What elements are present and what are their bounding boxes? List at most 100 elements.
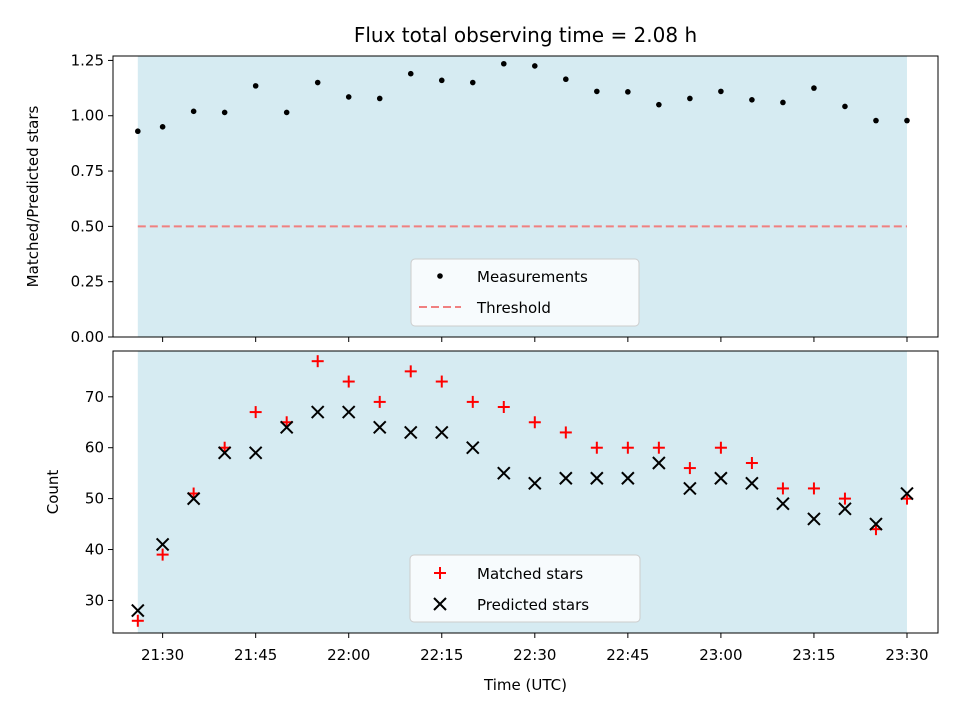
measurement-points	[135, 60, 910, 135]
top-x-ticks	[162, 337, 908, 342]
matched-star-point	[342, 375, 355, 388]
bottom-axes-frame	[112, 350, 939, 634]
matched-star-point	[497, 400, 510, 413]
y-tick-label: 1.25	[71, 51, 104, 69]
predicted-star-point	[838, 502, 852, 516]
y-tick-label: 0.25	[71, 273, 104, 291]
matched-star-point	[776, 482, 789, 495]
x-tick-label: 22:15	[420, 646, 463, 664]
bottom-legend: Matched stars Predicted stars	[409, 554, 641, 623]
measurement-point	[500, 60, 507, 67]
ratio-panel: 0.00 0.25 0.50 0.75 1.00 1.25 Flux total obse…	[24, 23, 939, 346]
predicted-star-point	[869, 517, 883, 531]
measurement-point	[625, 89, 631, 95]
measurement-point	[532, 63, 538, 69]
measurement-point	[345, 94, 352, 100]
predicted-star-point	[131, 603, 145, 618]
predicted-star-point	[528, 476, 542, 491]
y-tick-label: 1.00	[71, 107, 104, 125]
predicted-star-point	[466, 441, 480, 455]
predicted-star-point	[776, 497, 790, 511]
matched-star-point	[807, 482, 820, 495]
bottom-x-ticks: 21:30 21:45 22:00 22:15 22:30 22:45 23:00 23:15…	[141, 633, 929, 664]
measurement-point	[563, 76, 569, 83]
measurement-point	[135, 128, 141, 135]
matched-star-point	[559, 426, 572, 439]
x-tick-label: 23:15	[792, 646, 835, 664]
matched-star-point	[435, 375, 448, 388]
predicted-star-point	[900, 486, 914, 501]
legend-matched-stars: Matched stars	[477, 565, 583, 583]
measurement-point	[780, 99, 786, 106]
predicted-star-point	[745, 476, 759, 491]
predicted-star-point	[621, 471, 635, 485]
measurement-point	[749, 97, 755, 103]
top-y-axis-label: Matched/Predicted stars	[24, 106, 42, 288]
measurement-point	[283, 109, 290, 116]
legend-measurements: Measurements	[477, 268, 588, 286]
matched-star-point	[714, 441, 727, 454]
measurement-point	[407, 70, 414, 77]
measurement-point	[221, 109, 228, 116]
bottom-legend-box	[409, 554, 641, 623]
y-tick-label: 40	[85, 541, 104, 559]
predicted-star-point	[279, 420, 294, 435]
matched-star-point	[621, 441, 634, 454]
count-points	[131, 355, 914, 627]
measurement-point	[811, 85, 817, 91]
y-tick-label: 30	[85, 591, 104, 609]
y-tick-label: 0.00	[71, 328, 104, 346]
measurement-point	[159, 124, 166, 130]
predicted-star-point	[435, 425, 449, 440]
y-tick-label: 60	[85, 439, 104, 457]
matched-star-point	[131, 614, 144, 627]
predicted-star-point	[714, 471, 728, 485]
top-legend: Measurements Threshold	[410, 258, 640, 327]
bottom-y-ticks: 30 40 50 60 70	[85, 388, 113, 609]
top-chart-title: Flux total observing time = 2.08 h	[354, 23, 697, 47]
measurement-point	[718, 88, 724, 95]
x-tick-label: 22:45	[606, 646, 649, 664]
top-y-ticks: 0.00 0.25 0.50 0.75 1.00 1.25	[71, 51, 113, 346]
predicted-star-point	[404, 425, 418, 440]
matched-star-point	[528, 416, 541, 429]
y-tick-label: 0.75	[71, 162, 104, 180]
predicted-star-point	[186, 491, 201, 506]
x-tick-label: 22:00	[327, 646, 370, 664]
matched-star-point	[466, 395, 479, 408]
predicted-legend-marker	[433, 597, 447, 611]
legend-threshold: Threshold	[476, 299, 551, 317]
matched-star-point	[249, 406, 262, 419]
measurement-point	[656, 101, 662, 108]
predicted-star-point	[310, 405, 325, 419]
x-tick-label: 23:30	[885, 646, 928, 664]
x-tick-label: 22:30	[513, 646, 556, 664]
measurement-point	[469, 79, 476, 86]
matched-star-point	[311, 355, 324, 368]
predicted-star-point	[248, 446, 263, 460]
matched-star-point	[745, 456, 758, 469]
x-tick-label: 21:45	[234, 646, 277, 664]
measurement-point	[873, 117, 879, 124]
top-axes-frame	[112, 55, 939, 338]
y-tick-label: 0.50	[71, 217, 104, 235]
bottom-y-axis-label: Count	[44, 470, 62, 515]
matched-legend-marker	[434, 567, 446, 579]
measurement-point	[904, 117, 910, 124]
matched-star-point	[590, 441, 603, 454]
legend-predicted-stars: Predicted stars	[477, 596, 589, 614]
predicted-star-point	[590, 471, 604, 485]
x-tick-label: 23:00	[699, 646, 742, 664]
matched-star-point	[156, 548, 169, 561]
measurement-point	[842, 103, 848, 110]
top-legend-box	[410, 258, 640, 327]
y-tick-label: 50	[85, 490, 104, 508]
predicted-star-point	[683, 481, 697, 496]
measurement-point	[438, 77, 445, 84]
measurement-point	[314, 79, 321, 86]
predicted-star-point	[497, 466, 511, 480]
measurement-point	[594, 88, 600, 95]
x-tick-label: 21:30	[141, 646, 184, 664]
predicted-star-point	[559, 471, 573, 485]
